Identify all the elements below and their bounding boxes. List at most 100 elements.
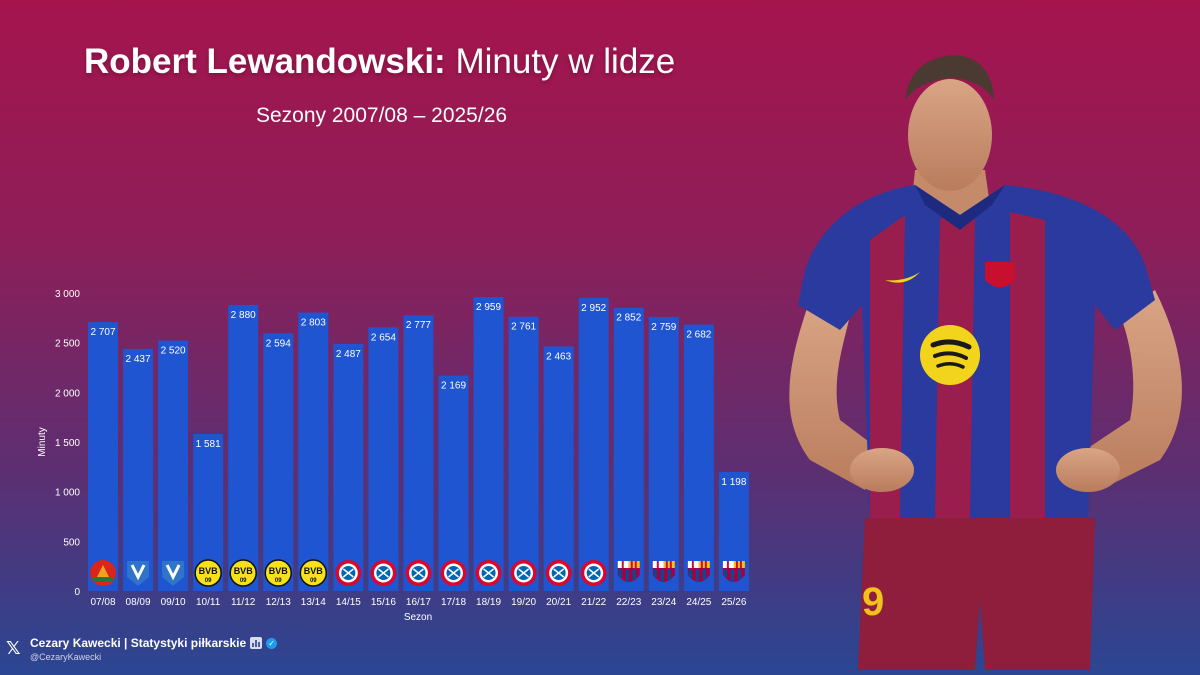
data-label: 2 520 <box>161 346 186 357</box>
bar <box>613 307 644 591</box>
x-tick-label: 16/17 <box>406 597 431 608</box>
bar <box>543 346 574 591</box>
data-label: 2 654 <box>371 332 396 343</box>
x-tick-label: 14/15 <box>336 597 361 608</box>
svg-text:09: 09 <box>310 578 317 584</box>
data-label: 2 707 <box>90 327 115 338</box>
bvb-badge-icon: BVB 09 <box>264 559 292 587</box>
x-tick-label: 21/22 <box>581 597 606 608</box>
bar-chart: 0 500 1 000 1 500 2 000 2 500 3 000 Minuty Sezon… <box>37 289 749 623</box>
data-label: 1 198 <box>721 477 746 488</box>
bar <box>403 315 434 591</box>
barca-badge-icon <box>687 561 710 582</box>
bayern-badge-icon <box>545 560 572 586</box>
title-player-name: Robert Lewandowski: <box>84 42 446 81</box>
svg-text:BVB: BVB <box>269 566 289 576</box>
bvb-badge-icon: BVB 09 <box>299 559 328 587</box>
chart-subtitle: Sezony 2007/08 – 2025/26 <box>256 104 508 127</box>
bayern-badge-icon <box>335 560 362 586</box>
bar <box>88 322 118 591</box>
author-handle: @CezaryKawecki <box>30 652 102 662</box>
bar <box>683 324 714 591</box>
bar <box>438 375 469 591</box>
barca-badge-icon <box>652 561 675 582</box>
bar <box>508 316 539 591</box>
data-label: 2 594 <box>266 338 291 349</box>
data-label: 2 761 <box>511 322 536 333</box>
data-label: 2 852 <box>616 313 641 324</box>
x-tick-label: 19/20 <box>511 597 536 608</box>
bar <box>368 327 399 591</box>
brand-swoosh <box>885 272 920 283</box>
data-label: 1 581 <box>196 439 221 450</box>
bar <box>473 297 504 591</box>
club-crest <box>985 262 1015 288</box>
x-tick-label: 24/25 <box>686 597 711 608</box>
x-tick-label: 07/08 <box>90 597 115 608</box>
y-axis-label: Minuty <box>37 427 48 456</box>
barca-badge-icon <box>617 561 640 582</box>
x-tick-label: 25/26 <box>721 597 746 608</box>
x-tick-label: 11/12 <box>231 597 256 608</box>
data-label: 2 487 <box>336 349 361 360</box>
x-tick-label: 13/14 <box>301 597 326 608</box>
data-label: 2 952 <box>581 303 606 314</box>
data-label: 2 682 <box>686 330 711 341</box>
bayern-badge-icon <box>580 560 607 586</box>
bar <box>298 312 329 591</box>
svg-text:09: 09 <box>205 578 212 584</box>
bayern-badge-icon <box>370 560 397 586</box>
x-tick-label: 20/21 <box>546 597 571 608</box>
x-tick-label: 22/23 <box>616 597 641 608</box>
bar <box>648 316 679 591</box>
bar <box>333 343 364 591</box>
author-name: Cezary Kawecki | Statystyki piłkarskie <box>30 636 247 650</box>
lech-badge-icon <box>127 561 150 586</box>
y-tick-label: 500 <box>63 537 80 548</box>
bayern-badge-icon <box>510 560 537 586</box>
svg-text:09: 09 <box>240 578 247 584</box>
bar <box>158 340 189 591</box>
data-label: 2 777 <box>406 320 431 331</box>
x-tick-label: 12/13 <box>266 597 291 608</box>
bar-chart-icon <box>250 637 263 649</box>
shorts-number: 9 <box>862 580 884 624</box>
x-tick-label: 23/24 <box>651 597 676 608</box>
x-logo-icon: 𝕏 <box>6 638 21 659</box>
data-label: 2 959 <box>476 302 501 313</box>
chart-title: Robert Lewandowski: Minuty w lidze <box>84 42 675 82</box>
y-tick-label: 1 000 <box>55 488 80 499</box>
bvb-badge-icon: BVB 09 <box>229 559 257 587</box>
data-label: 2 463 <box>546 351 571 362</box>
verified-badge-icon: ✓ <box>266 637 278 649</box>
x-tick-label: 17/18 <box>441 597 466 608</box>
data-label: 2 880 <box>231 310 256 321</box>
x-tick-label: 15/16 <box>371 597 396 608</box>
data-label: 2 169 <box>441 381 466 392</box>
y-tick-label: 1 500 <box>55 438 80 449</box>
bar <box>228 304 259 591</box>
bvb-badge-icon: BVB 09 <box>194 559 222 587</box>
x-tick-label: 08/09 <box>126 597 151 608</box>
bar <box>578 297 609 591</box>
znicz-badge-icon <box>90 560 116 586</box>
y-tick-label: 0 <box>74 587 80 598</box>
svg-text:09: 09 <box>275 578 282 584</box>
bayern-badge-icon <box>440 560 467 586</box>
svg-text:BVB: BVB <box>234 566 254 576</box>
data-label: 2 437 <box>126 354 151 365</box>
x-tick-label: 18/19 <box>476 597 501 608</box>
bayern-badge-icon <box>475 560 502 586</box>
svg-text:BVB: BVB <box>199 566 219 576</box>
barca-badge-icon <box>722 561 745 582</box>
x-axis-label: Sezon <box>404 612 432 623</box>
y-tick-label: 3 000 <box>55 289 80 300</box>
y-tick-label: 2 500 <box>55 339 80 350</box>
svg-text:BVB: BVB <box>304 566 324 576</box>
y-tick-label: 2 000 <box>55 388 80 399</box>
data-label: 2 803 <box>301 318 326 329</box>
player-image: 9 <box>789 55 1182 670</box>
author-credit: 𝕏 Cezary Kawecki | Statystyki piłkarskie… <box>6 636 278 662</box>
data-label: 2 759 <box>651 322 676 333</box>
x-tick-label: 09/10 <box>161 597 186 608</box>
